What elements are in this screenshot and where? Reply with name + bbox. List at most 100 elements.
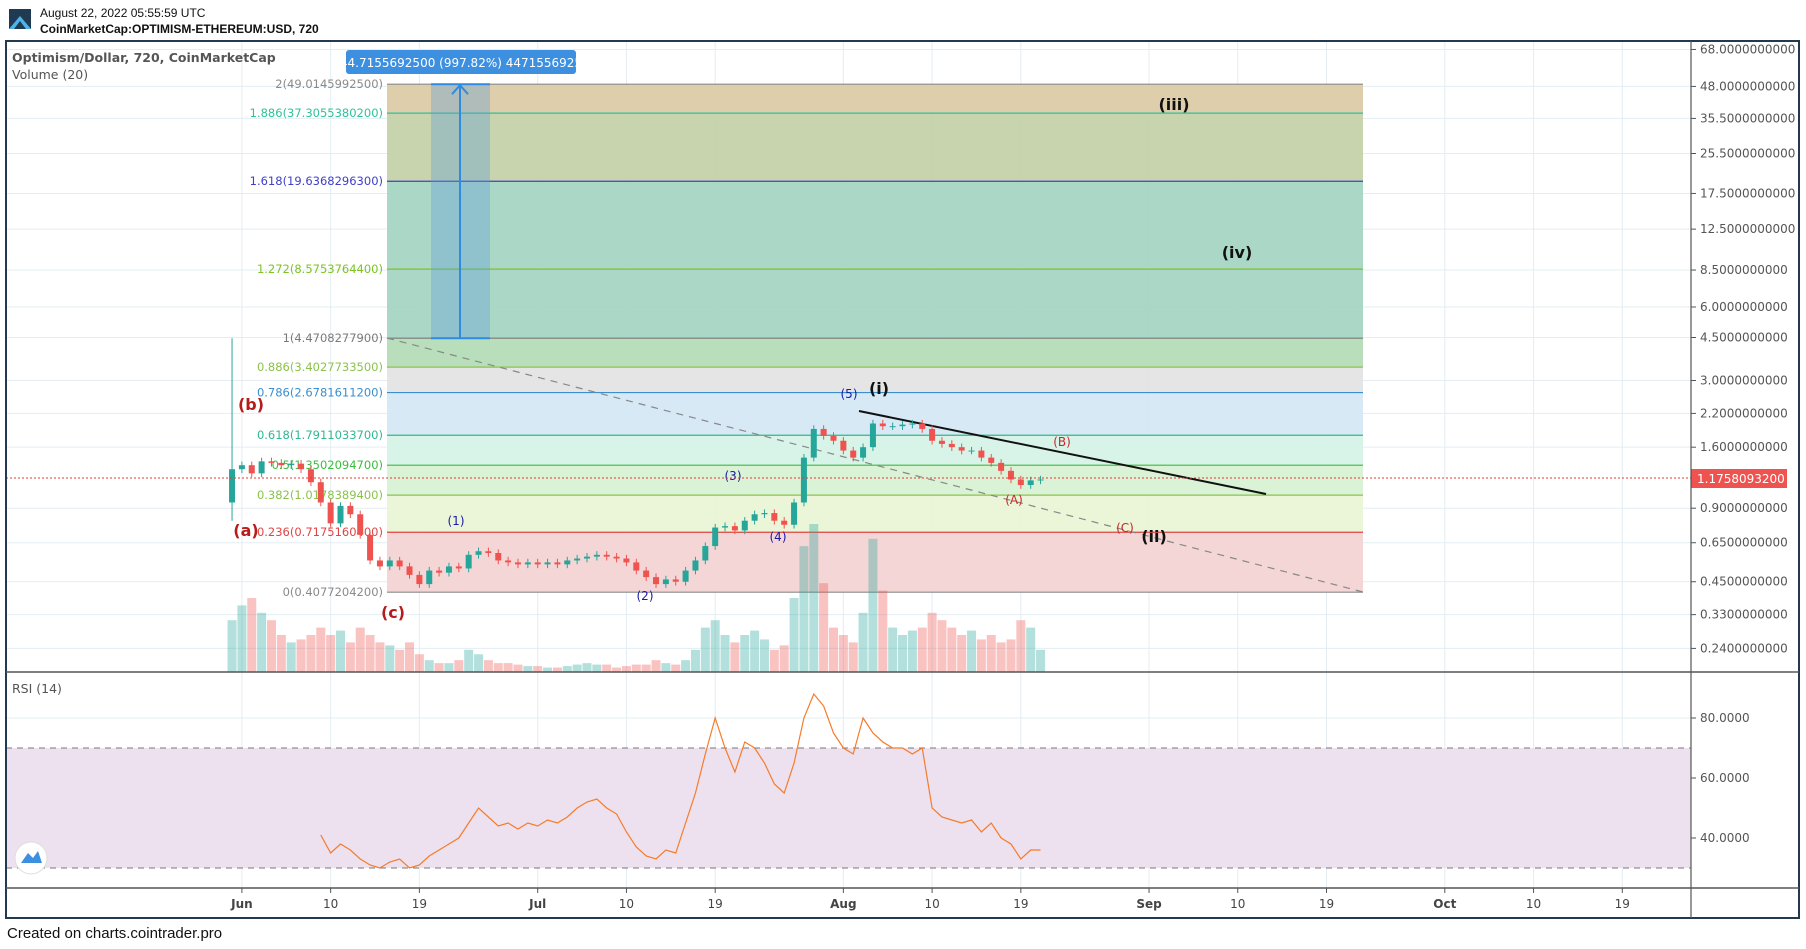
candle-body: [337, 505, 344, 524]
candle-body: [1037, 479, 1044, 481]
volume-bar: [503, 663, 513, 672]
candle-body: [682, 570, 689, 582]
price-tick-label: 12.5000000000: [1700, 222, 1795, 236]
volume-bar: [286, 642, 296, 672]
time-tick-label: 19: [708, 897, 723, 911]
volume-bar: [296, 639, 306, 672]
price-tick-label: 3.0000000000: [1700, 374, 1788, 388]
volume-bar: [602, 664, 612, 672]
price-tick-label: 4.5000000000: [1700, 331, 1788, 345]
volume-bar: [759, 639, 769, 672]
time-tick-label: 10: [924, 897, 939, 911]
price-tick-label: 2.2000000000: [1700, 406, 1788, 420]
volume-bar: [276, 635, 286, 672]
candle-body: [544, 562, 551, 565]
volume-bar: [878, 590, 888, 672]
price-tick-label: 0.3300000000: [1700, 608, 1788, 622]
pane-title: Optimism/Dollar, 720, CoinMarketCap: [12, 50, 276, 65]
volume-bar: [799, 546, 809, 672]
cointrader-watermark-icon[interactable]: [14, 841, 48, 875]
candle-body: [692, 560, 699, 571]
wave-label: (a): [233, 521, 258, 540]
candle-body: [613, 556, 620, 559]
candle-body: [229, 469, 236, 503]
candle-body: [860, 447, 867, 458]
time-tick-label: 10: [1526, 897, 1541, 911]
candle-body: [761, 513, 768, 515]
volume-bar: [375, 642, 385, 672]
rsi-tick-label: 40.0000: [1700, 831, 1750, 845]
volume-bar: [592, 664, 602, 672]
timestamp: August 22, 2022 05:55:59 UTC: [40, 6, 206, 20]
price-tick-label: 0.9000000000: [1700, 501, 1788, 515]
volume-bar: [690, 649, 700, 672]
candle-body: [268, 461, 275, 463]
wave-label: (i): [869, 379, 889, 398]
fib-zone: [387, 465, 1363, 496]
volume-bar: [858, 612, 868, 672]
trend-line[interactable]: [858, 410, 1267, 495]
candle-body: [781, 520, 788, 525]
candle-body: [495, 553, 502, 561]
candle-body: [317, 482, 324, 503]
volume-bar: [681, 660, 691, 672]
volume-bar: [838, 635, 848, 672]
candle-body: [347, 505, 354, 515]
price-tick-label: 6.0000000000: [1700, 300, 1788, 314]
candle-body: [386, 560, 393, 567]
symbol-title: CoinMarketCap:OPTIMISM-ETHEREUM:USD, 720: [40, 22, 319, 36]
fib-extension[interactable]: 2(49.0145992500) 1.886(37.3055380200) 1.61…: [250, 77, 1363, 599]
fib-zone: [387, 532, 1363, 593]
volume-bar: [888, 627, 898, 672]
candle-body: [593, 554, 600, 557]
candle-body: [298, 463, 305, 470]
volume-bar: [355, 627, 365, 672]
time-tick-label: 19: [1013, 897, 1028, 911]
fib-level-label: 2(49.0145992500): [275, 77, 383, 91]
candle-body: [406, 566, 413, 575]
fib-level-label: 0(0.4077204200): [283, 585, 383, 599]
candlesticks: [229, 338, 1044, 588]
candle-body: [357, 514, 364, 535]
volume-bar: [740, 635, 750, 672]
measure-tool[interactable]: [431, 83, 490, 340]
fib-level-label: 0.786(2.6781611200): [257, 386, 383, 400]
candle-body: [771, 513, 778, 521]
fib-level-label: 0.618(1.7911033700): [257, 428, 383, 442]
candle-body: [1027, 480, 1034, 486]
volume-bar: [779, 645, 789, 672]
price-tick-label: 0.6500000000: [1700, 536, 1788, 550]
candle-body: [653, 577, 660, 585]
volume-bars: [227, 524, 1046, 672]
candle-body: [948, 443, 955, 448]
rsi-tick-label: 80.0000: [1700, 711, 1750, 725]
volume-bar: [266, 620, 276, 672]
candle-body: [396, 560, 403, 567]
wave-label: (iii): [1158, 95, 1189, 114]
candle-body: [731, 526, 738, 531]
wave-label: (4): [770, 530, 787, 544]
rsi-label: RSI (14): [12, 681, 62, 696]
volume-bar: [483, 660, 493, 672]
candle-body: [475, 551, 482, 555]
wave-label: (3): [725, 469, 742, 483]
candle-body: [988, 457, 995, 463]
measure-label-box: [346, 50, 576, 74]
volume-bar: [523, 666, 533, 672]
volume-bar: [316, 627, 326, 672]
time-tick-label: Aug: [830, 897, 856, 911]
candle-body: [288, 463, 295, 466]
candle-body: [938, 440, 945, 444]
volume-bar: [789, 598, 799, 672]
volume-bar: [493, 663, 503, 672]
price-tick-label: 17.5000000000: [1700, 186, 1795, 200]
volume-bar: [572, 664, 582, 672]
axes: 68.0000000000 48.0000000000 35.5000000000 2…: [230, 42, 1795, 911]
volume-bar: [257, 612, 267, 672]
candle-body: [840, 440, 847, 451]
candle-body: [889, 426, 896, 428]
rsi-line: [320, 692, 1041, 869]
fib-level-label: 1.886(37.3055380200): [250, 106, 383, 120]
volume-bar: [819, 583, 829, 672]
